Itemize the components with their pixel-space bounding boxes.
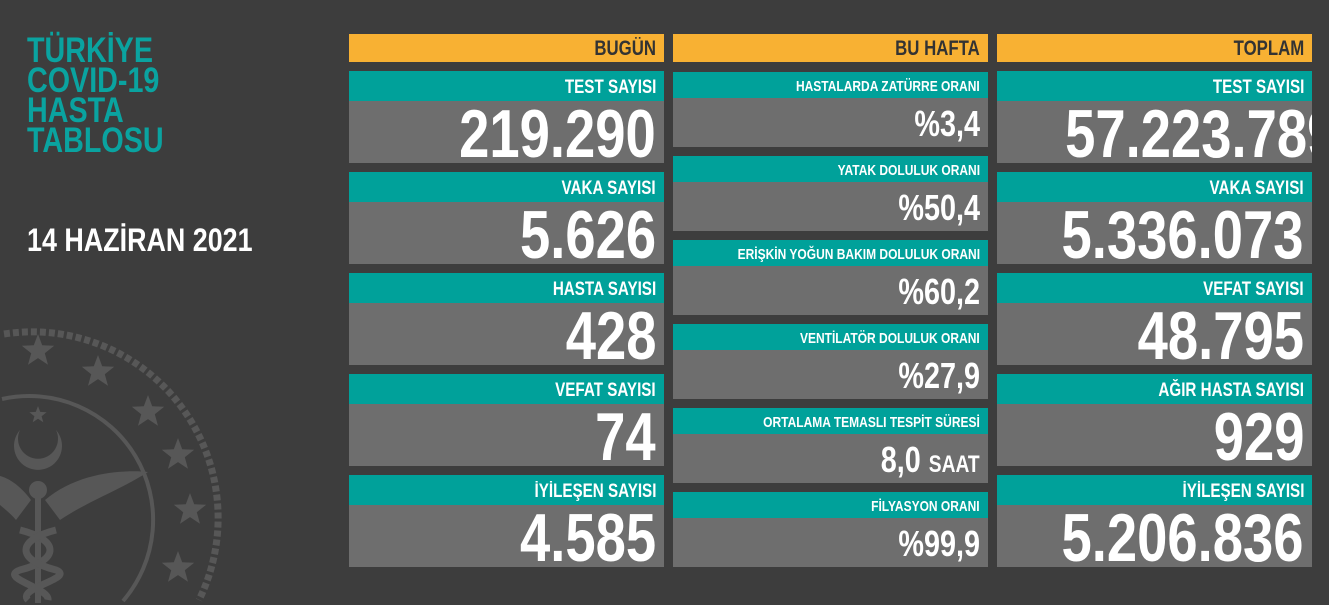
stat-value: 74 — [349, 404, 664, 466]
stat-value: 5.336.073 — [997, 202, 1312, 264]
stat-card: HASTA SAYISI 428 — [349, 273, 664, 365]
stat-label: HASTALARDA ZATÜRRE ORANI — [673, 72, 988, 98]
stat-label: HASTA SAYISI — [349, 273, 664, 303]
column-header: BU HAFTA — [673, 34, 988, 62]
stat-value: %60,2 — [673, 266, 988, 315]
stat-value: %99,9 — [673, 518, 988, 567]
stat-card: VAKA SAYISI 5.626 — [349, 172, 664, 264]
stat-label: VAKA SAYISI — [349, 172, 664, 202]
stat-label: YATAK DOLULUK ORANI — [673, 156, 988, 182]
star-icon — [173, 493, 207, 524]
stat-label: TEST SAYISI — [349, 71, 664, 101]
stat-card: VEFAT SAYISI 48.795 — [997, 273, 1312, 365]
stat-card: İYİLEŞEN SAYISI 5.206.836 — [997, 475, 1312, 567]
stat-label: TEST SAYISI — [997, 71, 1312, 101]
column-header: TOPLAM — [997, 34, 1312, 62]
stat-label: VEFAT SAYISI — [349, 374, 664, 404]
total-column: TOPLAM TEST SAYISI 57.223.789 VAKA SAYISI 5… — [997, 34, 1312, 567]
stat-value: %27,9 — [673, 350, 988, 399]
stat-label: VEFAT SAYISI — [997, 273, 1312, 303]
stat-value: 5.206.836 — [997, 505, 1312, 567]
stat-value: 8,0 SAAT — [673, 434, 988, 483]
stat-card: ORTALAMA TEMASLI TESPİT SÜRESİ 8,0 SAAT — [673, 408, 988, 483]
stat-value: %3,4 — [673, 98, 988, 147]
stat-value: 219.290 — [349, 101, 664, 163]
stat-value: %50,4 — [673, 182, 988, 231]
stat-label: VAKA SAYISI — [997, 172, 1312, 202]
stat-card: ERİŞKİN YOĞUN BAKIM DOLULUK ORANI %60,2 — [673, 240, 988, 315]
star-icon — [21, 334, 55, 365]
stat-label: FİLYASYON ORANI — [673, 492, 988, 518]
stat-card: VENTİLATÖR DOLULUK ORANI %27,9 — [673, 324, 988, 399]
today-column: BUGÜN TEST SAYISI 219.290 VAKA SAYISI 5.626… — [349, 34, 664, 567]
star-icon — [131, 395, 165, 426]
star-icon — [81, 355, 115, 386]
star-icon — [161, 551, 195, 582]
stat-label: VENTİLATÖR DOLULUK ORANI — [673, 324, 988, 350]
stat-value: 428 — [349, 303, 664, 365]
star-icon — [29, 406, 47, 423]
stat-label: İYİLEŞEN SAYISI — [349, 475, 664, 505]
stat-label: AĞIR HASTA SAYISI — [997, 374, 1312, 404]
stat-value: 5.626 — [349, 202, 664, 264]
star-icon — [161, 438, 195, 469]
stat-value: 57.223.789 — [997, 101, 1312, 163]
stat-label: İYİLEŞEN SAYISI — [997, 475, 1312, 505]
stat-card: TEST SAYISI 57.223.789 — [997, 71, 1312, 163]
week-column: BU HAFTA HASTALARDA ZATÜRRE ORANI %3,4 YAT… — [673, 34, 988, 567]
stat-card: FİLYASYON ORANI %99,9 — [673, 492, 988, 567]
stat-card: VEFAT SAYISI 74 — [349, 374, 664, 466]
stat-card: İYİLEŞEN SAYISI 4.585 — [349, 475, 664, 567]
stat-card: HASTALARDA ZATÜRRE ORANI %3,4 — [673, 72, 988, 147]
stat-label: ORTALAMA TEMASLI TESPİT SÜRESİ — [673, 408, 988, 434]
ministry-seal-logo — [0, 328, 222, 603]
stat-card: VAKA SAYISI 5.336.073 — [997, 172, 1312, 264]
stat-value: 4.585 — [349, 505, 664, 567]
stat-value: 48.795 — [997, 303, 1312, 365]
stat-label: ERİŞKİN YOĞUN BAKIM DOLULUK ORANI — [673, 240, 988, 266]
page-title: TÜRKİYE COVID-19 HASTA TABLOSU — [27, 31, 164, 160]
stat-card: YATAK DOLULUK ORANI %50,4 — [673, 156, 988, 231]
stat-value: 929 — [997, 404, 1312, 466]
column-header: BUGÜN — [349, 34, 664, 62]
stat-unit: SAAT — [929, 451, 980, 478]
stat-card: TEST SAYISI 219.290 — [349, 71, 664, 163]
report-date: 14 HAZİRAN 2021 — [27, 222, 253, 258]
stat-card: AĞIR HASTA SAYISI 929 — [997, 374, 1312, 466]
